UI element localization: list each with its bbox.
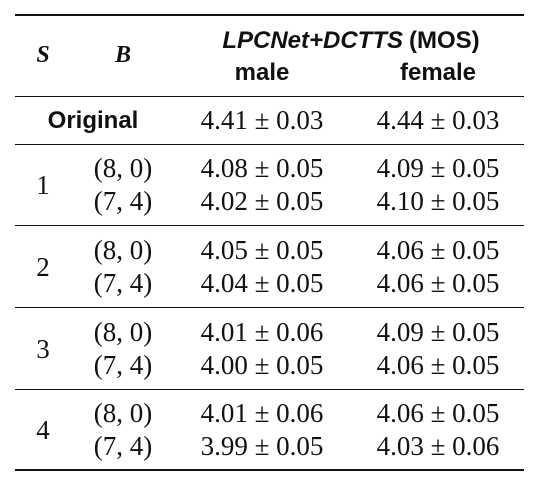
original-rule [15,144,524,145]
group-3-rule [15,389,524,390]
group-2-row-2-female: 4.06 ± 0.05 [376,268,500,298]
group-1-row-1-female: 4.09 ± 0.05 [376,153,500,183]
group-2-rule [15,307,524,308]
header-female: female [399,59,477,86]
header-s: S [36,42,50,68]
bottom-rule [15,469,524,471]
group-3-row-1-male: 4.01 ± 0.06 [200,317,324,347]
group-4-row-1-male: 4.01 ± 0.06 [200,398,324,428]
header-model-name: LPCNet+DCTTS [222,27,404,54]
group-2-row-1-female: 4.06 ± 0.05 [376,235,500,265]
group-2-s: 2 [36,252,50,282]
group-1-row-1-b: (8, 0) [93,153,153,183]
group-1-s: 1 [36,170,50,200]
group-4-s: 4 [36,415,50,445]
group-3-row-2-female: 4.06 ± 0.05 [376,350,500,380]
group-4-row-1-b: (8, 0) [93,398,153,428]
group-1-row-1-male: 4.08 ± 0.05 [200,153,324,183]
group-3-row-2-male: 4.00 ± 0.05 [200,350,324,380]
group-1-row-2-b: (7, 4) [93,186,153,216]
group-2-row-2-b: (7, 4) [93,268,153,298]
top-rule [15,14,524,16]
original-female: 4.44 ± 0.03 [376,105,500,135]
original-label: Original [47,107,139,134]
group-4-row-1-female: 4.06 ± 0.05 [376,398,500,428]
header-rule [15,96,524,97]
header-group-title: LPCNet+DCTTS (MOS) [222,29,479,53]
header-metric: (MOS) [409,27,480,54]
group-4-row-2-female: 4.03 ± 0.06 [376,431,500,461]
group-4-row-2-b: (7, 4) [93,431,153,461]
header-b: B [114,42,132,68]
group-2-row-2-male: 4.04 ± 0.05 [200,268,324,298]
original-male: 4.41 ± 0.03 [200,105,324,135]
group-1-row-2-female: 4.10 ± 0.05 [376,186,500,216]
header-male: male [234,59,290,86]
group-4-row-2-male: 3.99 ± 0.05 [200,431,324,461]
group-3-row-1-female: 4.09 ± 0.05 [376,317,500,347]
group-3-s: 3 [36,334,50,364]
group-2-row-1-male: 4.05 ± 0.05 [200,235,324,265]
group-1-rule [15,225,524,226]
group-3-row-2-b: (7, 4) [93,350,153,380]
group-1-row-2-male: 4.02 ± 0.05 [200,186,324,216]
group-2-row-1-b: (8, 0) [93,235,153,265]
group-3-row-1-b: (8, 0) [93,317,153,347]
